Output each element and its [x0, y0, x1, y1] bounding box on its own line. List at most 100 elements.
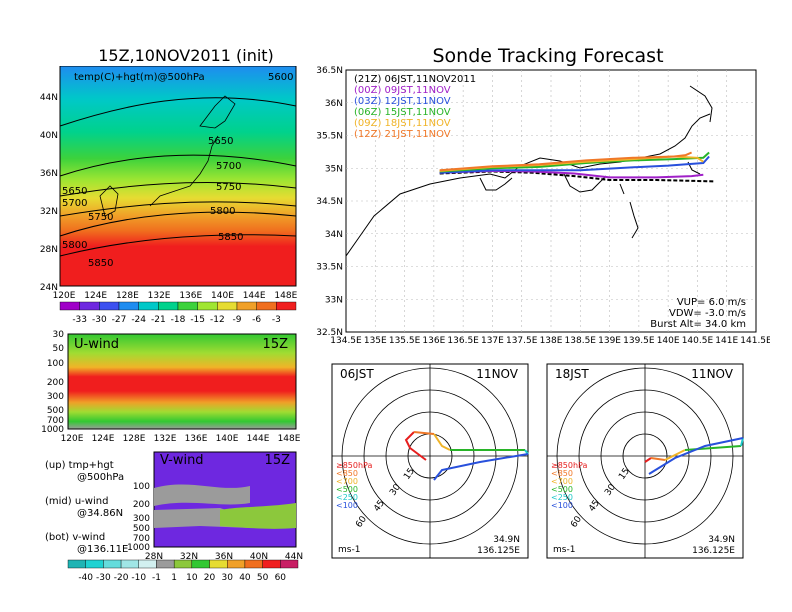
wind-colorbar-swatch	[173, 559, 193, 569]
wind-colorbar-label: 10	[186, 573, 198, 583]
uwind-xtick: 128E	[123, 434, 146, 444]
track-legend-item: (06Z) 15JST,11NOV	[354, 107, 451, 118]
track-legend-item: (12Z) 21JST,11NOV	[354, 129, 451, 140]
track-legend: (21Z) 06JST,11NOV2011(00Z) 09JST,11NOV(0…	[354, 74, 476, 140]
track-xtick: 138E	[540, 336, 563, 346]
wind-colorbar-label: -30	[96, 573, 111, 583]
uwind-ytick: 200	[47, 378, 64, 388]
track-xticks: 134.5E 135E 135.5E 136E 136.5E 137E 137.5E 138E…	[330, 336, 770, 346]
uwind-ytick: 100	[47, 359, 64, 369]
map500-ytick: 44N	[40, 93, 58, 103]
temp-colorbar-label: -21	[151, 315, 166, 325]
track-legend-item: (09Z) 18JST,11NOV	[354, 118, 451, 129]
wind-colorbar-label: 50	[257, 573, 269, 583]
wind-colorbar-label: 20	[204, 573, 216, 583]
uwind-ytick: 30	[53, 330, 65, 340]
polar-right-time: 18JST	[555, 367, 589, 381]
polar-right-levels: ≥850hPa<850<700<500<250<100	[551, 461, 588, 510]
right-title: Sonde Tracking Forecast	[432, 45, 663, 67]
japan-coastline	[99, 95, 236, 217]
svg-text:5850: 5850	[88, 258, 113, 269]
vwind-label: V-wind	[160, 453, 204, 468]
wind-colorbar-swatch	[67, 559, 86, 569]
track-xtick: 140.5E	[682, 336, 714, 346]
vwind-xtick: 44N	[285, 552, 303, 562]
uwind-xtick: 148E	[278, 434, 301, 444]
vwind-ytick: 300	[133, 514, 150, 524]
uwind-xtick: 136E	[185, 434, 208, 444]
map500-ytick: 36N	[40, 169, 58, 179]
temp-colorbar-label: -18	[171, 315, 186, 325]
map500-xtick: 136E	[179, 291, 202, 301]
vwind-ytick: 700	[133, 534, 150, 544]
track-xtick: 134.5E	[330, 336, 362, 346]
wind-colorbar: -40 -30 -20 -10 -1 1 10 20 30 40 50 60	[67, 559, 299, 583]
wind-colorbar-swatch	[103, 559, 122, 569]
wind-colorbar-label: 40	[239, 573, 251, 583]
track-ytick: 33.5N	[316, 263, 343, 273]
uwind-label: U-wind	[74, 337, 119, 352]
temp-colorbar-swatch	[138, 301, 159, 311]
uwind-xtick: 132E	[154, 434, 177, 444]
polar-right-date: 11NOV	[691, 367, 733, 381]
polar-level-item: <850	[551, 469, 573, 478]
wind-colorbar-swatch	[138, 559, 157, 569]
temp-colorbar: -33 -30 -27 -24 -21 -18 -15 -12 -9 -6 -3	[59, 301, 297, 325]
svg-text:5700: 5700	[62, 198, 87, 209]
polar-level-item: <850	[336, 469, 358, 478]
polar-level-item: <700	[336, 477, 358, 486]
track-series-line	[439, 151, 693, 172]
track-ytick: 36.5N	[316, 66, 343, 76]
track-legend-item: (00Z) 09JST,11NOV	[354, 85, 451, 96]
track-yticks: 36.5N 36N 35.5N 35N 34.5N 34N 33.5N 33N 32.5N	[316, 66, 343, 338]
temp-colorbar-label: -24	[131, 315, 146, 325]
svg-text:5700: 5700	[216, 161, 241, 172]
uwind-xtick: 144E	[247, 434, 270, 444]
temp-colorbar-swatch	[256, 301, 277, 311]
map500-xticks: 120E 124E 128E 132E 136E 140E 144E 148E	[53, 291, 298, 301]
uwind-xtick: 120E	[61, 434, 84, 444]
temp-colorbar-swatch	[197, 301, 218, 311]
uwind-xtick: 124E	[92, 434, 115, 444]
map500-xtick: 144E	[243, 291, 266, 301]
polar-level-item: <250	[336, 493, 358, 502]
wind-colorbar-label: -40	[78, 573, 93, 583]
svg-text:5800: 5800	[62, 240, 87, 251]
map500-contour-labels: 5600 5650 5700 5750 5800 5850 5650 5700 …	[62, 72, 293, 269]
wind-colorbar-panel: -40 -30 -20 -10 -1 1 10 20 30 40 50 60	[67, 559, 299, 583]
vwind-ytick: 100	[133, 482, 150, 492]
polar-left-levels: ≥850hPa<850<700<500<250<100	[336, 461, 373, 510]
wind-colorbar-swatch	[191, 559, 210, 569]
track-ytick: 35.5N	[316, 132, 343, 142]
wind-colorbar-label: 30	[222, 573, 234, 583]
vwind-time: 15Z	[265, 453, 291, 468]
temp-colorbar-swatch	[99, 301, 120, 311]
wind-colorbar-label: 1	[171, 573, 177, 583]
temp-colorbar-label: -12	[210, 315, 225, 325]
note-up: (up) tmp+hgt @500hPa	[45, 460, 125, 483]
note-mid: (mid) u-wind @34.86N	[45, 496, 124, 519]
track-xtick: 135.5E	[389, 336, 421, 346]
map500-ytick: 24N	[40, 283, 58, 293]
temp-colorbar-swatch	[118, 301, 139, 311]
temp-colorbar-swatch	[236, 301, 257, 311]
map500-label: temp(C)+hgt(m)@500hPa	[74, 72, 205, 83]
temp-colorbar-swatch	[79, 301, 100, 311]
uwind-ytick: 50	[53, 344, 65, 354]
temp-colorbar-label: -3	[272, 315, 281, 325]
wind-colorbar-label: 60	[275, 573, 287, 583]
svg-text:Burst Alt= 34.0 km: Burst Alt= 34.0 km	[650, 319, 746, 330]
track-xtick: 140E	[657, 336, 680, 346]
wind-colorbar-swatch	[262, 559, 281, 569]
map500-xtick: 124E	[84, 291, 107, 301]
vwind-xtick: 28N	[145, 552, 163, 562]
svg-text:VUP= 6.0 m/s: VUP= 6.0 m/s	[677, 297, 746, 308]
track-ytick: 33N	[325, 295, 343, 305]
temp-colorbar-swatch	[276, 301, 297, 311]
uwind-field	[67, 333, 297, 430]
track-ytick: 34N	[325, 230, 343, 240]
polar-left-unit: ms-1	[338, 545, 360, 555]
svg-text:5650: 5650	[208, 136, 233, 147]
track-series-line	[439, 155, 710, 174]
